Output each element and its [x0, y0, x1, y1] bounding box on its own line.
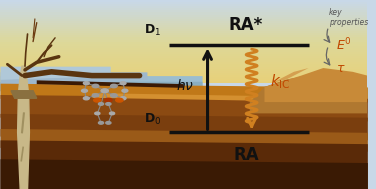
Circle shape [83, 82, 89, 85]
Circle shape [99, 103, 104, 105]
Text: D$_0$: D$_0$ [144, 112, 162, 127]
Text: D$_1$: D$_1$ [144, 23, 162, 38]
Circle shape [120, 82, 126, 85]
Circle shape [120, 97, 126, 100]
Polygon shape [250, 72, 367, 113]
Text: $E^0$: $E^0$ [336, 37, 352, 54]
Circle shape [101, 89, 108, 93]
Circle shape [111, 84, 117, 88]
Text: $\tau$: $\tau$ [336, 62, 346, 74]
Circle shape [116, 98, 123, 102]
Circle shape [95, 112, 100, 115]
Text: key
properties: key properties [329, 8, 368, 27]
Circle shape [105, 98, 112, 102]
Circle shape [92, 94, 99, 97]
Text: $h\nu$: $h\nu$ [176, 77, 195, 93]
Circle shape [82, 89, 88, 92]
Polygon shape [11, 91, 37, 98]
Circle shape [122, 89, 128, 92]
Polygon shape [264, 68, 367, 102]
Circle shape [94, 98, 101, 102]
Circle shape [109, 112, 115, 115]
Polygon shape [37, 80, 183, 88]
Circle shape [106, 103, 111, 105]
Polygon shape [272, 68, 309, 83]
Circle shape [106, 122, 111, 124]
Circle shape [111, 94, 117, 97]
Text: RA: RA [233, 146, 259, 163]
Text: RA*: RA* [229, 16, 263, 34]
Circle shape [83, 97, 89, 100]
Polygon shape [18, 66, 29, 189]
Text: $k_{\mathrm{IC}}$: $k_{\mathrm{IC}}$ [270, 72, 291, 91]
Circle shape [99, 122, 104, 124]
Circle shape [92, 84, 99, 88]
